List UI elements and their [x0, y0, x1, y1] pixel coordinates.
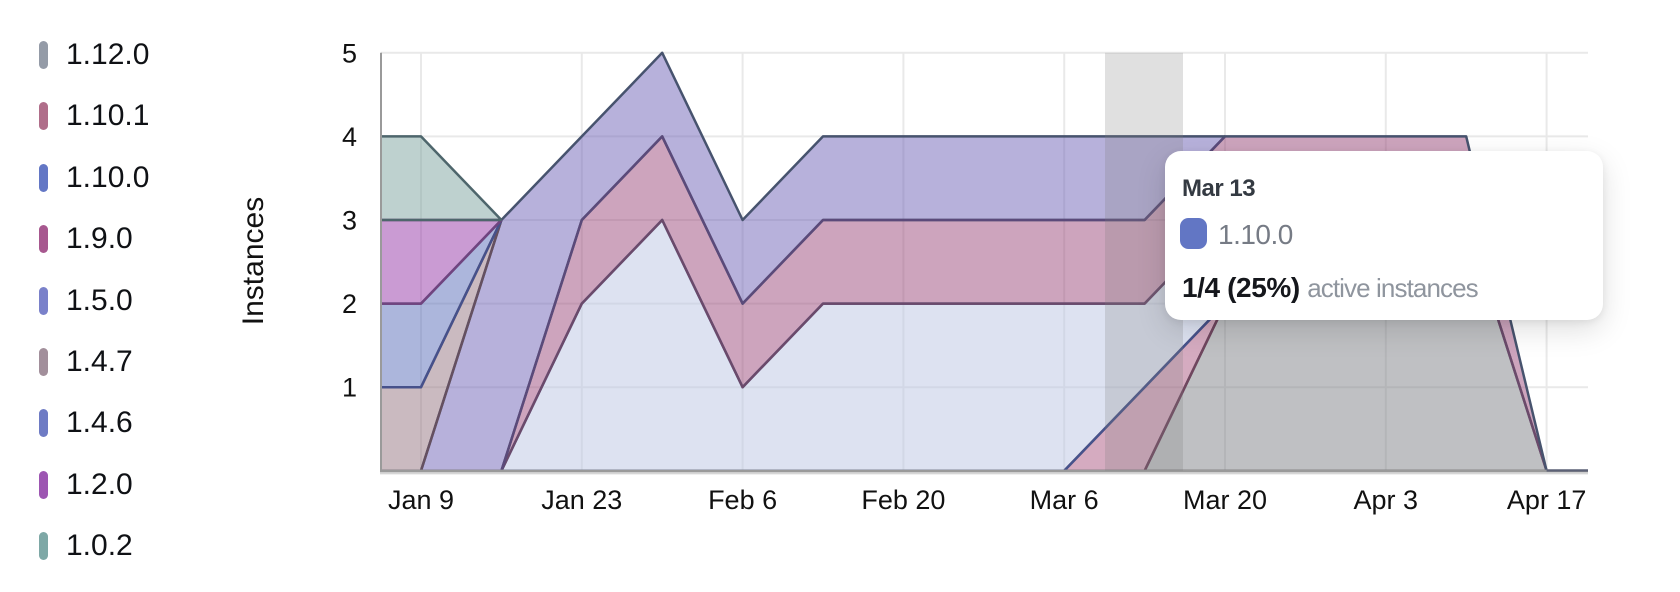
- svg-text:3: 3: [342, 206, 357, 236]
- svg-text:2: 2: [342, 289, 357, 319]
- svg-text:Jan 23: Jan 23: [541, 485, 622, 515]
- svg-text:Feb 20: Feb 20: [861, 485, 945, 515]
- svg-text:5: 5: [342, 38, 357, 68]
- svg-text:Mar 20: Mar 20: [1183, 485, 1267, 515]
- svg-text:Apr 17: Apr 17: [1507, 485, 1587, 515]
- svg-text:4: 4: [342, 122, 357, 152]
- svg-text:1: 1: [342, 373, 357, 403]
- svg-text:Mar 6: Mar 6: [1030, 485, 1099, 515]
- svg-text:Feb 6: Feb 6: [708, 485, 777, 515]
- svg-text:Jan 9: Jan 9: [388, 485, 454, 515]
- svg-text:Apr 3: Apr 3: [1354, 485, 1419, 515]
